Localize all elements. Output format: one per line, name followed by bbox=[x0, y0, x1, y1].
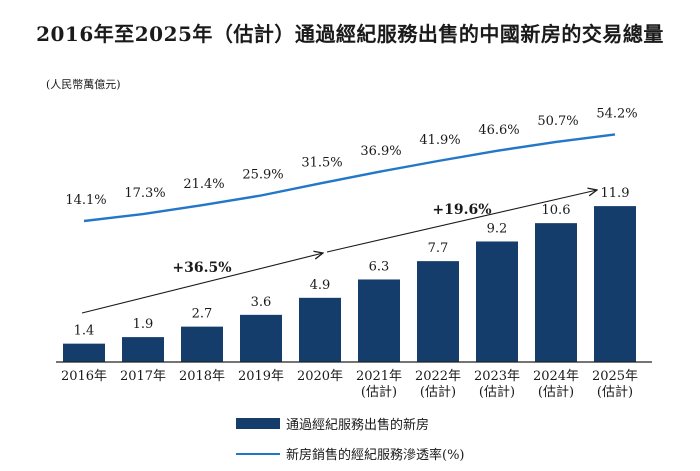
line-label-9: 54.2% bbox=[596, 106, 637, 121]
line-label-3: 25.9% bbox=[242, 168, 283, 183]
x-tick-label-3: 2019年 bbox=[238, 369, 284, 384]
legend-label-line: 新房銷售的經紀服務滲透率(%) bbox=[286, 448, 465, 463]
x-tick-label-5: 2021年 bbox=[356, 369, 402, 384]
x-tick-label-1: 2017年 bbox=[120, 369, 166, 384]
legend-swatch-bar bbox=[236, 418, 280, 429]
x-tick-label-7-sub: (估計) bbox=[479, 384, 515, 400]
bar-label-5: 6.3 bbox=[369, 259, 390, 274]
cagr-arrow-0 bbox=[81, 253, 323, 314]
x-tick-label-7: 2023年 bbox=[474, 369, 520, 384]
legend-item-bars: 通過經紀服務出售的新房 bbox=[236, 414, 429, 433]
line-label-7: 46.6% bbox=[478, 123, 519, 138]
x-tick-label-9: 2025年 bbox=[592, 369, 638, 384]
legend-item-line: 新房銷售的經紀服務滲透率(%) bbox=[236, 444, 465, 463]
bar-label-4: 4.9 bbox=[310, 278, 331, 293]
bar-label-9: 11.9 bbox=[601, 186, 630, 201]
cagr-label-1: +19.6% bbox=[432, 202, 491, 218]
line-label-0: 14.1% bbox=[65, 193, 106, 208]
line-value-labels: 14.1% 17.3% 21.4% 25.9% 31.5% 36.9% 41.9% 46.6%… bbox=[65, 106, 637, 208]
cagr-labels: +36.5% +19.6% bbox=[172, 202, 491, 276]
x-tick-label-0: 2016年 bbox=[61, 369, 107, 384]
bar-7 bbox=[476, 241, 518, 362]
legend-swatch-line bbox=[236, 452, 280, 455]
x-tick-label-2: 2018年 bbox=[179, 369, 225, 384]
x-tick-label-6-sub: (估計) bbox=[420, 384, 456, 400]
bar-label-1: 1.9 bbox=[133, 317, 154, 332]
bar-label-3: 3.6 bbox=[251, 295, 272, 310]
bar-value-labels: 1.4 1.9 2.7 3.6 4.9 6.3 7.7 9.2 10.6 11.9 bbox=[74, 186, 630, 339]
x-tick-label-9-sub: (估計) bbox=[597, 384, 633, 400]
x-tick-label-8: 2024年 bbox=[533, 369, 579, 384]
legend-label-bars: 通過經紀服務出售的新房 bbox=[286, 418, 430, 433]
line-label-8: 50.7% bbox=[537, 114, 578, 129]
bar-label-7: 9.2 bbox=[487, 221, 508, 236]
bar-5 bbox=[358, 279, 400, 362]
bar-6 bbox=[417, 261, 459, 362]
line-label-4: 31.5% bbox=[301, 155, 342, 170]
bar-9 bbox=[594, 206, 636, 362]
bar-label-6: 7.7 bbox=[428, 241, 449, 256]
line-label-2: 21.4% bbox=[183, 177, 224, 192]
bar-label-8: 10.6 bbox=[542, 203, 571, 218]
cagr-arrows bbox=[81, 190, 597, 314]
bar-label-0: 1.4 bbox=[74, 324, 95, 339]
cagr-label-0: +36.5% bbox=[172, 260, 231, 276]
x-tick-label-5-sub: (估計) bbox=[361, 384, 397, 400]
bar-0 bbox=[63, 343, 105, 362]
bar-label-2: 2.7 bbox=[192, 307, 213, 322]
penetration-line-path bbox=[83, 133, 616, 223]
unit-label: (人民幣萬億元) bbox=[46, 78, 121, 91]
bar-4 bbox=[299, 297, 341, 362]
bar-series bbox=[63, 206, 636, 362]
x-tick-labels: 2016年 2017年 2018年 2019年 2020年 2021年(估計)2022年(… bbox=[61, 369, 638, 400]
cagr-arrow-1 bbox=[326, 190, 597, 253]
bar-2 bbox=[181, 326, 223, 362]
line-label-1: 17.3% bbox=[124, 186, 165, 201]
bar-1 bbox=[122, 337, 164, 362]
chart-title: 2016年至2025年（估計）通過經紀服務出售的中國新房的交易總量 bbox=[36, 22, 664, 46]
x-tick-label-6: 2022年 bbox=[415, 369, 461, 384]
line-label-6: 41.9% bbox=[419, 133, 460, 148]
penetration-line bbox=[83, 133, 616, 223]
line-label-5: 36.9% bbox=[360, 144, 401, 159]
x-tick-label-4: 2020年 bbox=[297, 369, 343, 384]
bar-8 bbox=[535, 223, 577, 362]
x-tick-label-8-sub: (估計) bbox=[538, 384, 574, 400]
bar-3 bbox=[240, 314, 282, 362]
